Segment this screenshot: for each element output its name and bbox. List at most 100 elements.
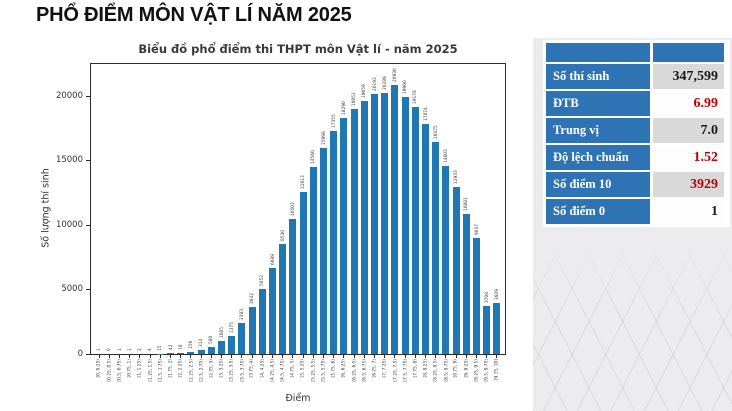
bar-value-label: 15 [157, 345, 163, 351]
x-tick [129, 355, 131, 358]
bar [248, 307, 256, 354]
bar-value-label: 156 [188, 340, 194, 349]
stat-row-label: ĐTB [546, 91, 650, 116]
x-tick-label: [6.5, 6.75) [361, 359, 367, 382]
stat-row-label: Số thí sinh [546, 64, 650, 89]
y-tick [86, 353, 90, 355]
bar-value-label: 19960 [402, 80, 408, 94]
bar-value-label: 1 [116, 348, 122, 351]
x-tick-label: [4, 4.25) [259, 359, 265, 378]
x-tick [302, 355, 304, 358]
x-tick [261, 355, 263, 358]
x-tick-label: [5, 5.25) [300, 359, 306, 378]
x-tick [496, 355, 498, 358]
x-tick [363, 355, 365, 358]
y-tick [86, 289, 90, 291]
chart-title: Biểu đồ phổ điểm thi THPT môn Vật lí - n… [138, 42, 458, 56]
bar-value-label: 17874 [422, 107, 428, 121]
x-tick [465, 355, 467, 358]
x-tick [384, 355, 386, 358]
bar [228, 336, 236, 354]
y-tick [86, 224, 90, 226]
x-tick [374, 355, 375, 358]
bar-value-label: 314 [198, 338, 204, 347]
bar-value-label: 0 [106, 348, 112, 351]
x-tick-label: [4.5, 4.75) [279, 359, 286, 382]
x-tick [404, 355, 406, 358]
x-tick [210, 355, 212, 358]
bar-value-label: 10881 [463, 197, 469, 211]
x-tick-label: [3.75, 4) [249, 359, 255, 378]
x-tick-label: [0, 0.25) [96, 359, 102, 378]
x-tick [425, 355, 426, 358]
bar-value-label: 580 [208, 335, 214, 344]
stat-row-value: 6.99 [653, 91, 724, 116]
x-tick [200, 355, 202, 358]
x-tick-label: [2.25, 2.5) [188, 359, 194, 382]
x-tick-label: [1.75, 2) [167, 359, 173, 378]
x-tick-label: [8, 8.25) [422, 359, 428, 378]
isometric-diamond-pattern [533, 232, 732, 411]
x-tick-label: [6, 6.25) [341, 359, 347, 378]
x-tick [323, 355, 324, 358]
page-title: PHỔ ĐIỂM MÔN VẬT LÍ NĂM 2025 [36, 4, 352, 26]
x-tick-label: [1.25, 1.5) [147, 359, 153, 382]
bar [330, 130, 338, 354]
bar-value-label: 20930 [392, 67, 398, 82]
bar [207, 346, 215, 354]
bar [360, 100, 368, 354]
bar [442, 165, 450, 354]
bar-value-label: 14603 [443, 149, 449, 163]
bar [238, 323, 246, 354]
bar-value-label: 12933 [453, 170, 459, 185]
bar [166, 353, 175, 354]
bar-value-label: 6689 [269, 253, 275, 265]
stat-row-value: 3929 [653, 172, 724, 197]
x-tick-label: [8.75, 9) [453, 359, 459, 378]
stat-row-label: Số điểm 10 [546, 172, 650, 197]
x-tick [343, 355, 345, 358]
x-tick-label: [3.25, 3.5) [228, 359, 235, 382]
x-tick [190, 355, 192, 358]
x-tick-label: [1, 1.25) [137, 359, 143, 378]
x-tick-label: [6.75, 7) [371, 359, 377, 378]
x-tick-label: [3.5, 3.75) [239, 359, 245, 382]
x-tick [312, 355, 314, 358]
x-tick [159, 355, 161, 358]
x-tick [231, 355, 233, 358]
bar [319, 148, 328, 354]
bar-value-label: 18290 [341, 101, 347, 116]
bar-value-label: 4 [147, 348, 153, 351]
x-tick-label: [1.5, 1.75) [157, 359, 163, 382]
x-tick-label: [2.5, 2.75) [198, 359, 204, 382]
x-tick-label: [9, 9.25) [463, 359, 469, 378]
bar [452, 187, 460, 354]
x-tick [170, 355, 171, 358]
x-tick-label: [8.25, 8.5) [432, 359, 439, 382]
bar [268, 267, 277, 354]
bar-value-label: 20193 [371, 77, 377, 91]
bar [411, 107, 419, 354]
stat-row-value: 1.52 [653, 145, 724, 170]
x-tick-label: [4.25, 4.5) [269, 359, 275, 382]
bar-value-label: 14560 [310, 149, 316, 164]
y-tick-label: 20000 [55, 90, 83, 101]
x-tick-label: [4.75, 5) [290, 359, 296, 378]
bar [370, 93, 379, 354]
x-tick-label: [3, 3.25) [218, 359, 224, 378]
y-tick [86, 160, 90, 162]
bar [483, 306, 491, 354]
bar-value-label: 3642 [249, 293, 255, 305]
stat-row-label: Số điểm 0 [546, 199, 650, 224]
x-tick [108, 355, 110, 358]
bar-value-label: 19659 [361, 84, 367, 98]
stat-row-label: Trung vị [546, 118, 650, 143]
bar [299, 191, 307, 354]
bar [493, 303, 501, 354]
x-tick [333, 355, 335, 358]
x-tick-label: [0.5, 0.75) [116, 359, 122, 382]
x-tick [241, 355, 243, 358]
bar [258, 288, 266, 354]
bar [472, 237, 481, 354]
bar [197, 349, 205, 354]
